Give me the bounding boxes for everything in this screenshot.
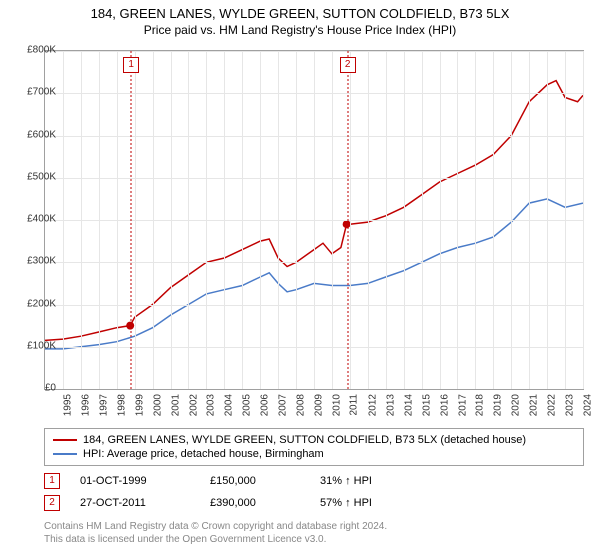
gridline-v — [153, 51, 154, 389]
x-axis-label: 2012 — [367, 394, 378, 416]
x-axis-label: 2002 — [188, 394, 199, 416]
x-axis-label: 2009 — [313, 394, 324, 416]
gridline-v — [296, 51, 297, 389]
legend: 184, GREEN LANES, WYLDE GREEN, SUTTON CO… — [44, 428, 584, 466]
gridline-v — [368, 51, 369, 389]
x-axis-label: 2008 — [295, 394, 306, 416]
x-axis-label: 1997 — [98, 394, 109, 416]
chart-subtitle: Price paid vs. HM Land Registry's House … — [0, 21, 600, 37]
y-axis-label: £0 — [45, 383, 56, 394]
legend-item: HPI: Average price, detached house, Birm… — [53, 447, 575, 461]
y-axis-label: £400K — [27, 214, 56, 225]
sale-pct: 57% ↑ HPI — [320, 497, 420, 509]
x-axis-label: 2001 — [170, 394, 181, 416]
sale-marker-badge: 1 — [123, 57, 139, 73]
gridline-v — [511, 51, 512, 389]
sale-price: £390,000 — [210, 497, 300, 509]
x-axis-label: 2016 — [439, 394, 450, 416]
legend-label: 184, GREEN LANES, WYLDE GREEN, SUTTON CO… — [83, 434, 526, 446]
sale-marker-badge: 2 — [340, 57, 356, 73]
legend-item: 184, GREEN LANES, WYLDE GREEN, SUTTON CO… — [53, 433, 575, 447]
sale-date: 01-OCT-1999 — [80, 475, 190, 487]
gridline-v — [565, 51, 566, 389]
x-axis-label: 2013 — [385, 394, 396, 416]
x-axis-label: 2000 — [152, 394, 163, 416]
gridline-v — [314, 51, 315, 389]
x-axis-label: 2011 — [348, 394, 359, 416]
gridline-v — [493, 51, 494, 389]
gridline-v — [117, 51, 118, 389]
legend-label: HPI: Average price, detached house, Birm… — [83, 448, 324, 460]
x-axis-label: 1999 — [134, 394, 145, 416]
gridline-v — [529, 51, 530, 389]
gridline-v — [171, 51, 172, 389]
chart-plot-area: 12 — [44, 50, 584, 390]
gridline-v — [457, 51, 458, 389]
x-axis-label: 2019 — [493, 394, 504, 416]
sale-marker-line — [347, 51, 349, 389]
gridline-v — [422, 51, 423, 389]
x-axis-label: 2018 — [475, 394, 486, 416]
gridline-v — [99, 51, 100, 389]
x-axis-label: 1996 — [80, 394, 91, 416]
gridline-v — [188, 51, 189, 389]
legend-swatch — [53, 439, 77, 441]
sale-marker-line — [130, 51, 132, 389]
x-axis-label: 2023 — [564, 394, 575, 416]
gridline-v — [224, 51, 225, 389]
x-axis-label: 2015 — [421, 394, 432, 416]
gridline-v — [206, 51, 207, 389]
gridline-v — [386, 51, 387, 389]
gridline-v — [278, 51, 279, 389]
y-axis-label: £200K — [27, 298, 56, 309]
x-axis-label: 2004 — [224, 394, 235, 416]
sale-pct: 31% ↑ HPI — [320, 475, 420, 487]
table-row: 2 27-OCT-2011 £390,000 57% ↑ HPI — [44, 492, 420, 514]
x-axis-label: 1995 — [62, 394, 73, 416]
x-axis-label: 2020 — [511, 394, 522, 416]
gridline-v — [350, 51, 351, 389]
chart-title: 184, GREEN LANES, WYLDE GREEN, SUTTON CO… — [0, 0, 600, 21]
gridline-v — [440, 51, 441, 389]
gridline-v — [81, 51, 82, 389]
footer-line: This data is licensed under the Open Gov… — [44, 533, 387, 546]
gridline-v — [547, 51, 548, 389]
x-axis-label: 1998 — [116, 394, 127, 416]
x-axis-label: 2007 — [277, 394, 288, 416]
legend-swatch — [53, 453, 77, 455]
x-axis-label: 2006 — [260, 394, 271, 416]
x-axis-label: 2021 — [529, 394, 540, 416]
y-axis-label: £300K — [27, 256, 56, 267]
x-axis-label: 2014 — [403, 394, 414, 416]
y-axis-label: £600K — [27, 129, 56, 140]
y-axis-label: £100K — [27, 340, 56, 351]
gridline-v — [404, 51, 405, 389]
x-axis-label: 2003 — [206, 394, 217, 416]
y-axis-label: £800K — [27, 45, 56, 56]
y-axis-label: £500K — [27, 171, 56, 182]
gridline-v — [135, 51, 136, 389]
gridline-v — [583, 51, 584, 389]
footer: Contains HM Land Registry data © Crown c… — [44, 520, 387, 546]
footer-line: Contains HM Land Registry data © Crown c… — [44, 520, 387, 533]
gridline-v — [63, 51, 64, 389]
gridline-v — [260, 51, 261, 389]
y-axis-label: £700K — [27, 87, 56, 98]
x-axis-label: 2022 — [546, 394, 557, 416]
x-axis-label: 2017 — [457, 394, 468, 416]
table-row: 1 01-OCT-1999 £150,000 31% ↑ HPI — [44, 470, 420, 492]
sale-badge: 1 — [44, 473, 60, 489]
gridline-v — [242, 51, 243, 389]
x-axis-label: 2010 — [331, 394, 342, 416]
sale-date: 27-OCT-2011 — [80, 497, 190, 509]
sale-badge: 2 — [44, 495, 60, 511]
x-axis-label: 2024 — [582, 394, 593, 416]
gridline-v — [475, 51, 476, 389]
gridline-v — [332, 51, 333, 389]
sale-price: £150,000 — [210, 475, 300, 487]
sales-table: 1 01-OCT-1999 £150,000 31% ↑ HPI 2 27-OC… — [44, 470, 420, 514]
x-axis-label: 2005 — [242, 394, 253, 416]
